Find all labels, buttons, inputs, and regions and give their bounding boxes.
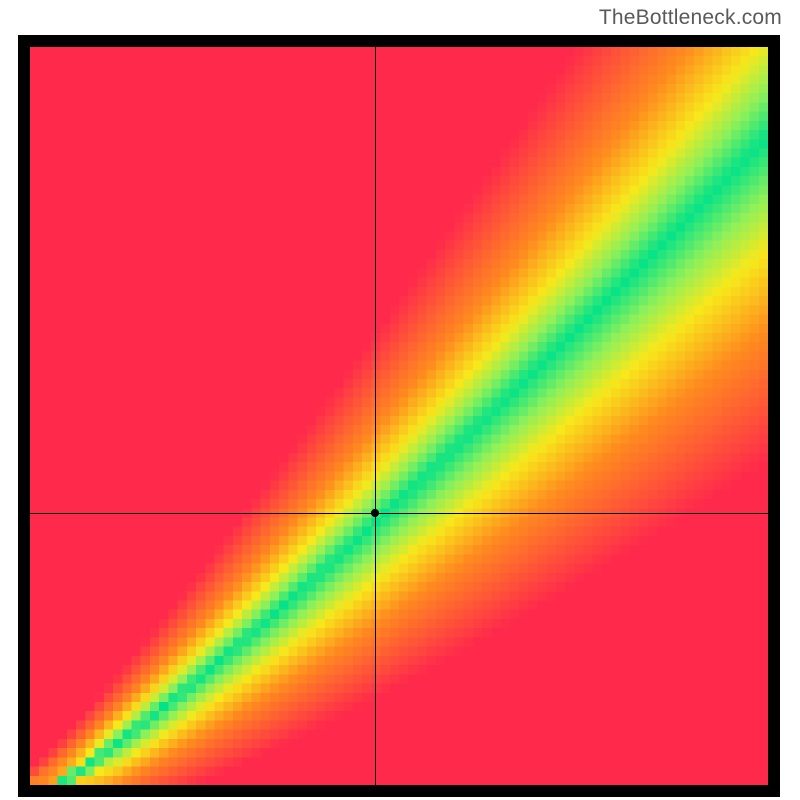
crosshair-marker — [371, 509, 379, 517]
watermark-text: TheBottleneck.com — [599, 6, 782, 30]
plot-frame — [18, 35, 780, 797]
crosshair-horizontal — [30, 513, 768, 514]
heatmap-canvas — [30, 47, 768, 785]
crosshair-vertical — [375, 47, 376, 785]
